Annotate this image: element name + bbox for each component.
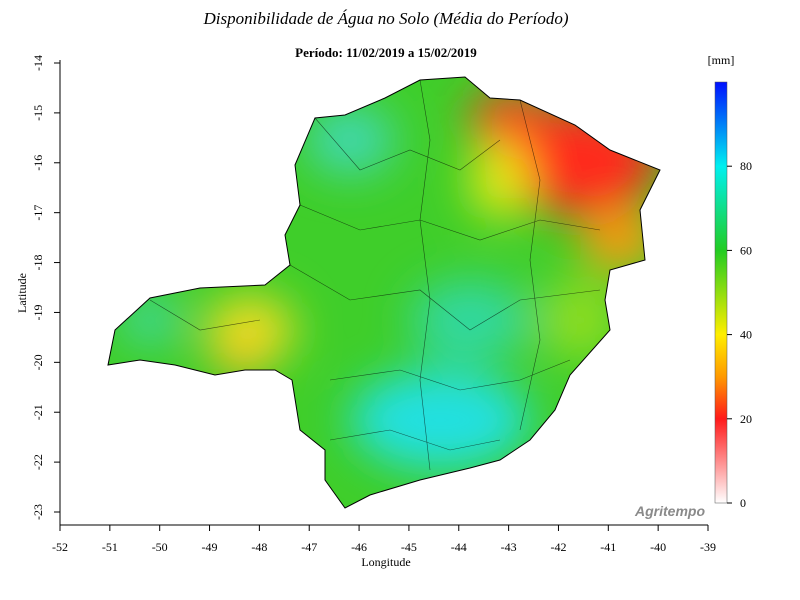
subtitle: Período: 11/02/2019 a 15/02/2019 bbox=[295, 45, 477, 60]
x-tick-label: -45 bbox=[401, 540, 417, 554]
colorbar-tick-label: 20 bbox=[740, 412, 752, 426]
x-tick-label: -47 bbox=[301, 540, 317, 554]
x-axis-label: Longitude bbox=[361, 555, 410, 569]
x-tick-label: -39 bbox=[700, 540, 716, 554]
y-tick-label: -20 bbox=[31, 354, 45, 370]
x-tick-label: -52 bbox=[52, 540, 68, 554]
x-tick-label: -43 bbox=[501, 540, 517, 554]
y-tick-label: -21 bbox=[31, 404, 45, 420]
y-tick-label: -19 bbox=[31, 304, 45, 320]
y-tick-label: -15 bbox=[31, 105, 45, 121]
y-tick-label: -16 bbox=[31, 155, 45, 171]
x-tick-label: -51 bbox=[102, 540, 118, 554]
x-tick-label: -49 bbox=[202, 540, 218, 554]
x-tick-label: -42 bbox=[550, 540, 566, 554]
x-tick-label: -40 bbox=[650, 540, 666, 554]
colorbar bbox=[714, 81, 728, 504]
colorbar-tick-label: 60 bbox=[740, 243, 752, 257]
y-tick-label: -22 bbox=[31, 454, 45, 470]
credit: Agritempo bbox=[634, 503, 705, 519]
x-tick-label: -46 bbox=[351, 540, 367, 554]
y-axis-label: Latitude bbox=[15, 273, 29, 313]
x-tick-label: -44 bbox=[451, 540, 467, 554]
y-tick-label: -23 bbox=[31, 504, 45, 520]
colorbar-tick-label: 0 bbox=[740, 496, 746, 510]
colorbar-tick-label: 40 bbox=[740, 328, 752, 342]
x-tick-label: -41 bbox=[600, 540, 616, 554]
x-tick-label: -48 bbox=[251, 540, 267, 554]
colorbar-tick-label: 80 bbox=[740, 159, 752, 173]
y-tick-label: -17 bbox=[31, 205, 45, 221]
title: Disponibilidade de Água no Solo (Média d… bbox=[203, 9, 569, 28]
state-map bbox=[108, 77, 660, 508]
state-outline bbox=[107, 76, 661, 509]
x-tick-label: -50 bbox=[152, 540, 168, 554]
y-tick-label: -14 bbox=[31, 55, 45, 71]
colorbar-unit: [mm] bbox=[708, 53, 735, 67]
y-tick-label: -18 bbox=[31, 255, 45, 271]
